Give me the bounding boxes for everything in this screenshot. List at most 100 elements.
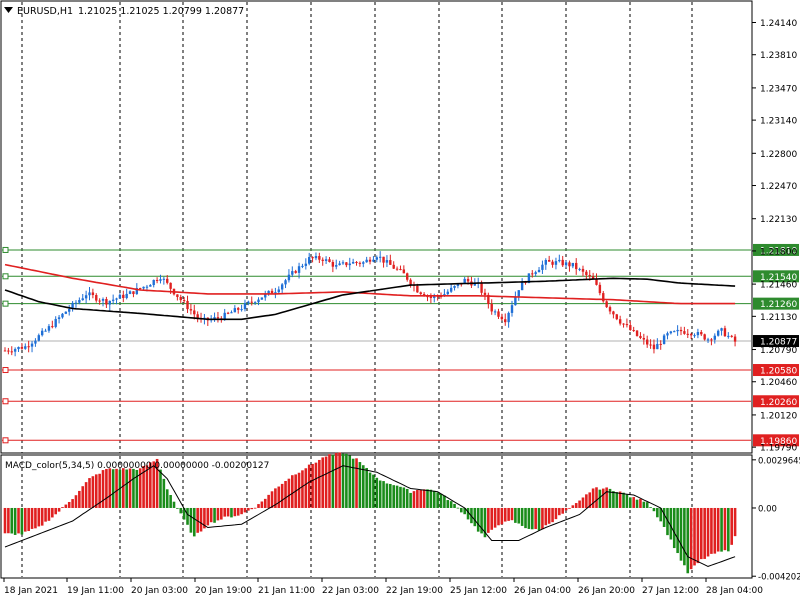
bull-candle-body — [385, 260, 389, 263]
macd-bar-falling — [720, 507, 723, 552]
bear-candle-body — [595, 279, 598, 285]
bull-candle-body — [673, 331, 676, 333]
macd-bar-falling — [727, 507, 730, 552]
bull-candle-body — [666, 333, 669, 336]
current-price-label: 1.20877 — [760, 338, 797, 348]
bear-candle-body — [710, 339, 713, 341]
bear-candle-body — [331, 261, 335, 267]
price-axis: 1.24140 1.23810 1.23470 1.23140 1.22800 1.224… — [752, 19, 797, 454]
macd-bar-rising — [223, 507, 226, 517]
bear-candle-body — [733, 336, 737, 342]
support-level-handle-icon — [2, 437, 9, 444]
bear-candle-body — [139, 288, 142, 290]
bear-candle-body — [689, 334, 693, 336]
bear-candle-body — [399, 269, 402, 271]
macd-bar-rising — [260, 501, 264, 508]
x-tick-label: 21 Jan 11:00 — [258, 586, 315, 596]
macd-bar-rising — [314, 462, 318, 508]
bear-candle-body — [500, 316, 504, 320]
macd-bar-falling — [524, 507, 527, 529]
macd-bar-falling — [625, 494, 629, 508]
bull-candle-body — [149, 285, 152, 287]
macd-bar-falling — [186, 507, 189, 525]
macd-bar-falling — [432, 490, 436, 508]
bull-candle-body — [727, 335, 730, 337]
macd-bar-rising — [122, 468, 125, 508]
bull-candle-body — [30, 343, 34, 347]
macd-bar-rising — [253, 507, 257, 509]
bear-candle-body — [561, 259, 564, 266]
macd-bar-falling — [622, 492, 625, 508]
macd-bar-rising — [500, 507, 504, 525]
macd-bar-falling — [365, 467, 368, 508]
macd-bar-rising — [81, 486, 85, 508]
macd-bar-falling — [669, 507, 673, 540]
bull-candle-body — [111, 299, 115, 301]
bull-candle-body — [125, 293, 128, 299]
macd-bar-rising — [105, 468, 108, 508]
bear-candle-body — [250, 301, 253, 303]
macd-bar-rising — [145, 465, 149, 508]
bear-candle-body — [568, 262, 571, 267]
x-tick-label: 25 Jan 12:00 — [450, 586, 507, 596]
bear-candle-body — [179, 296, 182, 301]
bear-candle-body — [176, 294, 179, 297]
macd-bar-falling — [368, 472, 372, 508]
bull-candle-body — [571, 262, 575, 267]
macd-bar-rising — [27, 507, 30, 532]
macd-bar-rising — [422, 489, 426, 508]
macd-bar-rising — [71, 499, 74, 508]
macd-bar-falling — [656, 507, 659, 518]
bull-candle-body — [71, 302, 74, 310]
macd-bar-rising — [554, 507, 558, 520]
bear-candle-body — [504, 319, 507, 323]
bull-candle-body — [54, 318, 57, 327]
macd-bar-falling — [182, 507, 186, 520]
macd-bar-rising — [334, 452, 338, 508]
bear-candle-body — [10, 351, 13, 353]
bear-candle-body — [615, 314, 618, 320]
bear-candle-body — [703, 334, 706, 340]
x-tick-label: 26 Jan 20:00 — [578, 586, 635, 596]
bear-candle-body — [547, 260, 551, 262]
macd-bar-falling — [382, 481, 385, 508]
bear-candle-body — [105, 298, 108, 305]
macd-bar-rising — [115, 468, 118, 508]
macd-bar-falling — [429, 489, 433, 508]
macd-bar-falling — [375, 477, 379, 508]
macd-bar-rising — [142, 466, 145, 508]
macd-bar-rising — [247, 507, 250, 511]
bear-candle-body — [358, 262, 362, 264]
macd-bar-rising — [307, 464, 311, 508]
macd-bar-falling — [666, 507, 669, 536]
macd-bar-falling — [132, 468, 135, 508]
macd-axis: 0.0029645 0.00 -0.004202 — [752, 456, 800, 583]
macd-bar-rising — [243, 507, 247, 513]
bull-candle-body — [713, 335, 716, 340]
macd-bar-falling — [378, 480, 382, 508]
bull-candle-body — [378, 256, 382, 258]
macd-bar-falling — [612, 491, 615, 508]
macd-bar-rising — [220, 507, 223, 520]
bear-candle-body — [426, 296, 429, 298]
macd-bar-falling — [351, 458, 355, 508]
y-tick-label: 1.24140 — [760, 19, 797, 29]
bull-candle-body — [507, 312, 510, 323]
bear-candle-body — [642, 337, 646, 340]
macd-bar-rising — [3, 507, 7, 534]
macd-bar-falling — [686, 507, 690, 574]
macd-bar-falling — [179, 507, 183, 514]
macd-bar-rising — [561, 507, 564, 514]
bear-candle-body — [166, 278, 169, 283]
bull-candle-body — [537, 269, 541, 273]
indicator-panel-border — [0, 454, 753, 579]
bull-candle-body — [446, 291, 449, 295]
macd-bar-falling — [172, 501, 176, 508]
macd-bar-falling — [453, 503, 456, 508]
chart-dropdown-arrow-icon[interactable] — [4, 7, 13, 13]
bull-candle-body — [433, 295, 436, 299]
macd-bar-rising — [497, 507, 500, 526]
macd-bar-rising — [17, 507, 20, 534]
macd-bar-rising — [699, 507, 703, 560]
